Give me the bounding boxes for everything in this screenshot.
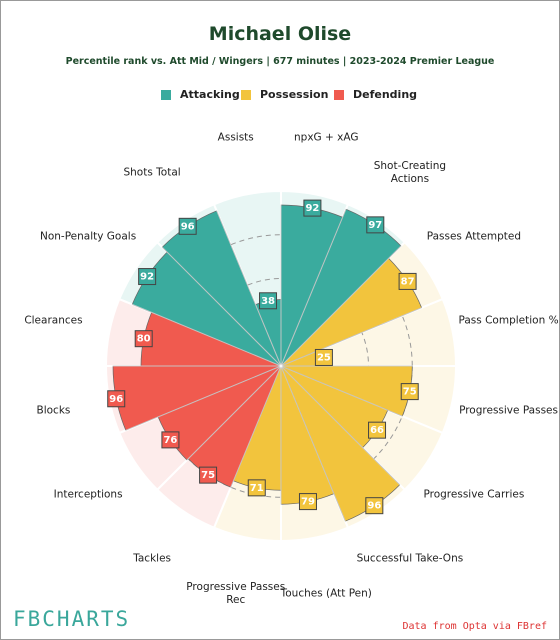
legend-label: Possession	[260, 88, 329, 101]
value-label: 66	[368, 421, 387, 439]
value-label-text: 76	[163, 435, 177, 446]
category-label: Non-Penalty Goals	[39, 230, 137, 243]
value-label-box	[107, 390, 126, 408]
value-label: 76	[161, 431, 180, 449]
value-label: 25	[314, 348, 333, 366]
category-label: npxG + xAG	[294, 131, 359, 144]
value-label: 87	[398, 272, 417, 290]
legend-label: Attacking	[180, 88, 240, 101]
value-label-box	[314, 348, 333, 366]
value-label: 96	[107, 390, 126, 408]
legend-swatch	[334, 89, 344, 100]
spoke	[119, 298, 282, 367]
value-label: 79	[298, 493, 317, 511]
value-label-box	[178, 217, 197, 235]
value-label-text: 92	[305, 203, 319, 214]
value-label-text: 96	[181, 221, 195, 232]
value-label-text: 87	[401, 276, 415, 287]
value-label-text: 96	[109, 394, 123, 405]
value-label-box	[366, 216, 385, 234]
value-label: 92	[138, 268, 157, 286]
category-label: Progressive Passes Rec	[186, 580, 286, 606]
category-label: Blocks	[36, 404, 71, 417]
value-label: 75	[199, 466, 218, 484]
value-label-text: 97	[368, 220, 382, 231]
value-label: 38	[259, 292, 278, 310]
category-label: Progressive Passes	[459, 404, 558, 417]
value-label-text: 66	[370, 425, 384, 436]
value-label-box	[368, 421, 387, 439]
spoke	[280, 365, 406, 491]
spoke	[213, 204, 282, 367]
value-label-text: 71	[250, 483, 264, 494]
category-label: Interceptions	[53, 488, 123, 501]
brand-logo: FBCHARTS	[13, 607, 131, 631]
value-label-box	[298, 493, 317, 511]
value-label-box	[134, 330, 153, 348]
spoke	[213, 365, 282, 528]
value-label: 71	[247, 479, 266, 497]
value-label: 75	[400, 383, 419, 401]
spoke	[280, 365, 349, 528]
value-label: 96	[178, 217, 197, 235]
legend-entry: Attacking	[161, 88, 240, 101]
value-label-text: 80	[137, 334, 151, 345]
legend-swatch	[161, 89, 171, 100]
value-label: 96	[365, 497, 384, 515]
legend-swatch	[241, 89, 251, 100]
value-label-text: 38	[261, 296, 275, 307]
spoke	[280, 241, 406, 367]
value-label-box	[138, 268, 157, 286]
category-label: Successful Take-Ons	[356, 552, 464, 565]
category-label: Tackles	[133, 552, 171, 565]
value-label-box	[400, 383, 419, 401]
category-label: Touches (Att Pen)	[280, 587, 372, 600]
value-label-text: 92	[140, 272, 154, 283]
category-label: Progressive Carries	[423, 488, 525, 501]
value-label: 97	[366, 216, 385, 234]
value-label-text: 25	[317, 352, 331, 363]
value-label-text: 79	[301, 497, 315, 508]
spoke	[156, 241, 282, 367]
value-label-box	[398, 272, 417, 290]
category-label: Passes Attempted	[426, 230, 522, 243]
value-label-text: 75	[201, 470, 215, 481]
category-label: Shots Total	[123, 166, 181, 179]
legend-entry: Possession	[241, 88, 328, 101]
value-label: 80	[134, 330, 153, 348]
spoke	[119, 365, 282, 434]
value-label-box	[161, 431, 180, 449]
value-label-box	[199, 466, 218, 484]
category-label: Assists	[217, 131, 254, 144]
legend-entry: Defending	[334, 88, 417, 101]
category-label: Clearances	[24, 314, 83, 327]
value-label: 92	[303, 199, 322, 217]
chart-subtitle: Percentile rank vs. Att Mid / Wingers | …	[65, 56, 495, 67]
category-label: Shot-Creating Actions	[373, 160, 447, 186]
spoke	[280, 298, 443, 367]
value-label-box	[303, 199, 322, 217]
legend-label: Defending	[353, 88, 418, 101]
value-label-text: 75	[403, 387, 417, 398]
value-label-box	[247, 479, 266, 497]
value-label-box	[365, 497, 384, 515]
spoke	[280, 365, 443, 434]
value-label-text: 96	[367, 501, 381, 512]
value-label-box	[259, 292, 278, 310]
spoke	[280, 204, 349, 367]
chart-title: Michael Olise	[208, 23, 352, 45]
source-note: Data from Opta via FBref	[402, 621, 548, 632]
category-label: Pass Completion %	[458, 314, 559, 327]
spoke	[156, 365, 282, 491]
